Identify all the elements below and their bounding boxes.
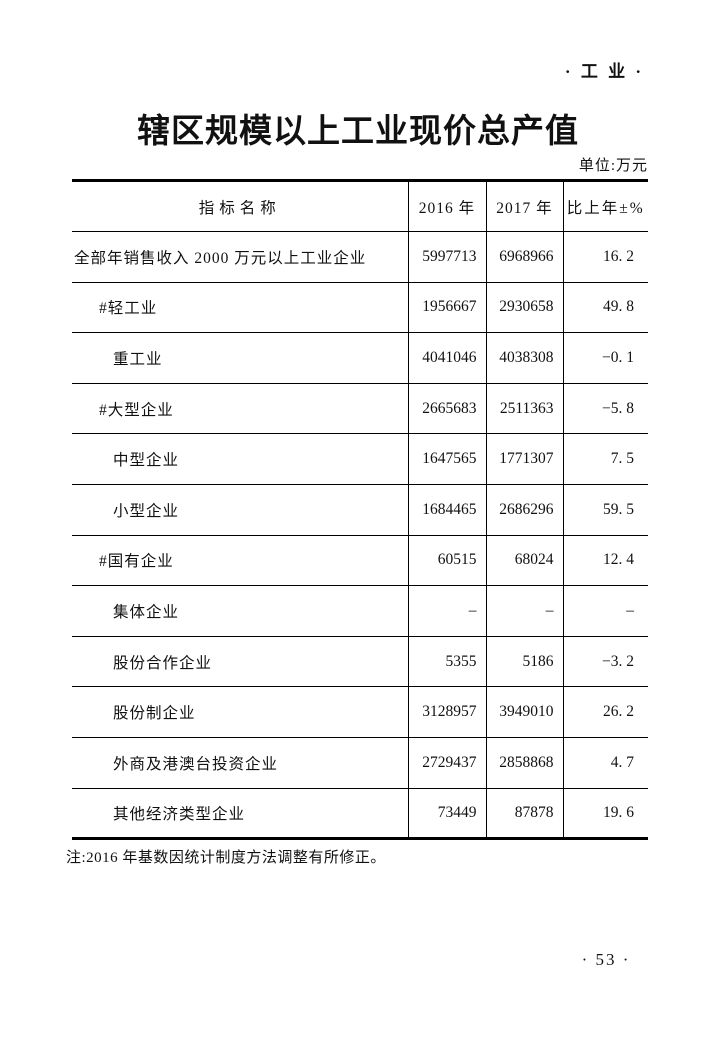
value-2017-cell: 87878 <box>485 788 563 839</box>
table-row: 外商及港澳台投资企业 2729437 2858868 4. 7 <box>72 737 648 789</box>
indicator-cell: #轻工业 <box>72 282 408 334</box>
value-2017-cell: 6968966 <box>485 231 563 283</box>
indicator-cell: 股份合作企业 <box>72 636 408 688</box>
value-2016-cell: – <box>407 585 486 637</box>
value-2016-cell: 60515 <box>407 535 486 587</box>
table-row: 小型企业 1684465 2686296 59. 5 <box>72 484 648 536</box>
footnote: 注:2016 年基数因统计制度方法调整有所修正。 <box>66 850 386 866</box>
pct-cell: −0. 1 <box>562 332 648 384</box>
value-2016-cell: 1684465 <box>407 484 486 536</box>
indicator-cell: 外商及港澳台投资企业 <box>72 737 408 789</box>
value-2017-cell: 2930658 <box>485 282 563 334</box>
indicator-cell: 全部年销售收入 2000 万元以上工业企业 <box>72 231 408 283</box>
pct-cell: 26. 2 <box>562 686 648 738</box>
table-row: 其他经济类型企业 73449 87878 19. 6 <box>72 788 648 839</box>
value-2016-cell: 5355 <box>407 636 486 688</box>
table-container: 指标名称 2016 年 2017 年 比上年±% 全部年销售收入 2000 万元… <box>72 179 648 841</box>
table-row: 重工业 4041046 4038308 −0. 1 <box>72 332 648 384</box>
col-header-2016: 2016 年 <box>407 180 486 232</box>
col-header-pct: 比上年±% <box>562 180 648 232</box>
data-table: 指标名称 2016 年 2017 年 比上年±% 全部年销售收入 2000 万元… <box>72 179 648 841</box>
indicator-cell: 小型企业 <box>72 484 408 536</box>
pct-cell: 4. 7 <box>562 737 648 789</box>
value-2017-cell: 68024 <box>485 535 563 587</box>
value-2017-cell: – <box>485 585 563 637</box>
pct-cell: 12. 4 <box>562 535 648 587</box>
col-header-indicator: 指标名称 <box>72 180 408 232</box>
value-2016-cell: 2665683 <box>407 383 486 435</box>
unit-label: 单位:万元 <box>578 158 648 174</box>
col-header-2017: 2017 年 <box>485 180 563 232</box>
table-row: 中型企业 1647565 1771307 7. 5 <box>72 433 648 485</box>
pct-cell: −3. 2 <box>562 636 648 688</box>
indicator-cell: 集体企业 <box>72 585 408 637</box>
value-2017-cell: 1771307 <box>485 433 563 485</box>
pct-cell: – <box>562 585 648 637</box>
value-2016-cell: 5997713 <box>407 231 486 283</box>
value-2016-cell: 73449 <box>407 788 486 839</box>
pct-cell: 7. 5 <box>562 433 648 485</box>
indicator-cell: 中型企业 <box>72 433 408 485</box>
table-row: 股份合作企业 5355 5186 −3. 2 <box>72 636 648 688</box>
value-2016-cell: 4041046 <box>407 332 486 384</box>
table-row: 集体企业 – – – <box>72 585 648 637</box>
value-2017-cell: 2511363 <box>485 383 563 435</box>
table-row: #轻工业 1956667 2930658 49. 8 <box>72 282 648 334</box>
indicator-cell: 其他经济类型企业 <box>113 805 246 823</box>
page-number: · 53 · <box>581 950 631 969</box>
table-row: 股份制企业 3128957 3949010 26. 2 <box>72 686 648 738</box>
pct-cell: 59. 5 <box>562 484 648 536</box>
value-2016-cell: 1647565 <box>407 433 486 485</box>
indicator-cell: 重工业 <box>72 332 408 384</box>
pct-cell: −5. 8 <box>562 383 648 435</box>
value-2017-cell: 4038308 <box>485 332 563 384</box>
value-2017-cell: 2858868 <box>485 737 563 789</box>
value-2016-cell: 3128957 <box>407 686 486 738</box>
pct-cell: 49. 8 <box>562 282 648 334</box>
indicator-cell: #大型企业 <box>72 383 408 435</box>
value-2017-cell: 5186 <box>485 636 563 688</box>
value-2017-cell: 3949010 <box>485 686 563 738</box>
table-header-row: 指标名称 2016 年 2017 年 比上年±% <box>72 180 648 232</box>
value-2016-cell: 2729437 <box>407 737 486 789</box>
indicator-cell: 股份制企业 <box>72 686 408 738</box>
table-row: #国有企业 60515 68024 12. 4 <box>72 535 648 587</box>
table-row: #大型企业 2665683 2511363 −5. 8 <box>72 383 648 435</box>
pct-cell: 19. 6 <box>562 788 648 839</box>
section-header: · 工 业 · <box>564 62 644 81</box>
table-row: 全部年销售收入 2000 万元以上工业企业 5997713 6968966 16… <box>72 231 648 283</box>
page-title: 辖区规模以上工业现价总产值 <box>137 114 579 150</box>
value-2016-cell: 1956667 <box>407 282 486 334</box>
value-2017-cell: 2686296 <box>485 484 563 536</box>
indicator-cell: #国有企业 <box>72 535 408 587</box>
pct-cell: 16. 2 <box>562 231 648 283</box>
